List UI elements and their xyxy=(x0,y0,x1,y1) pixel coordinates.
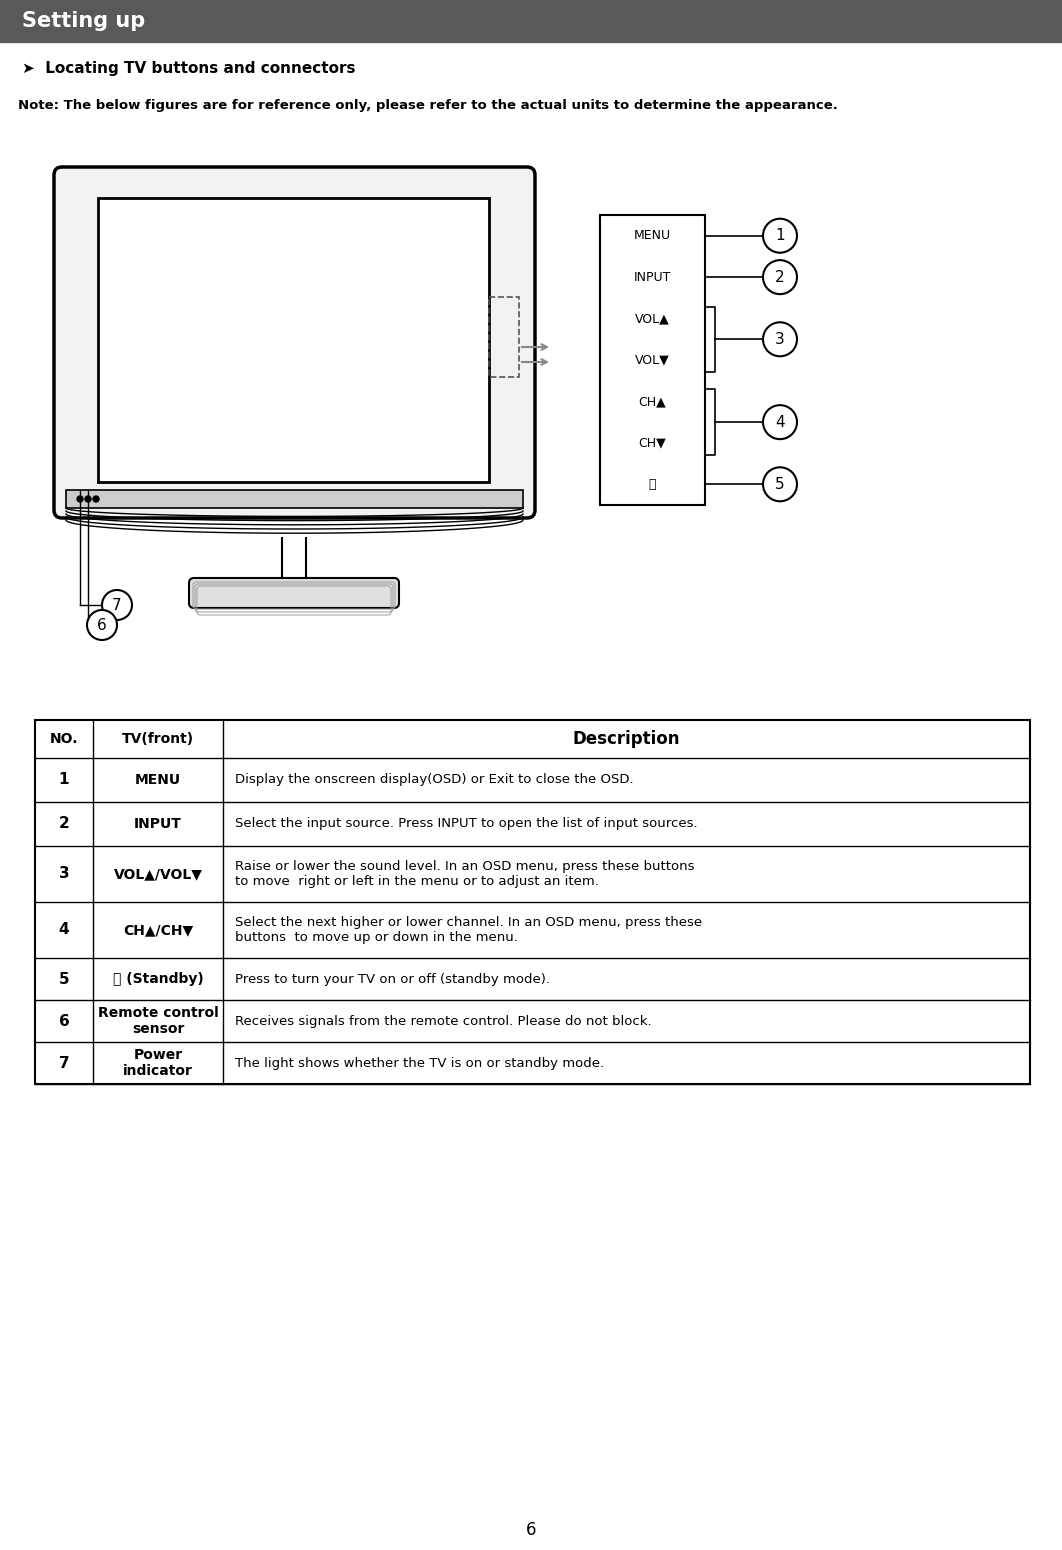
Text: INPUT: INPUT xyxy=(134,817,182,831)
Bar xyxy=(66,490,523,508)
Text: 4: 4 xyxy=(58,922,69,938)
Text: 3: 3 xyxy=(775,332,785,347)
Bar xyxy=(98,198,489,482)
Text: Select the next higher or lower channel. In an OSD menu, press these
buttons  to: Select the next higher or lower channel.… xyxy=(235,916,702,944)
Text: Note: The below figures are for reference only, please refer to the actual units: Note: The below figures are for referenc… xyxy=(18,99,838,112)
Circle shape xyxy=(763,467,796,501)
Text: Setting up: Setting up xyxy=(22,11,145,31)
Text: MENU: MENU xyxy=(634,229,671,242)
Bar xyxy=(35,721,1030,1083)
Text: INPUT: INPUT xyxy=(634,271,671,284)
Text: Remote control
sensor: Remote control sensor xyxy=(98,1006,219,1035)
Text: VOL▼: VOL▼ xyxy=(635,353,670,366)
Text: 1: 1 xyxy=(58,772,69,787)
Text: 3: 3 xyxy=(58,866,69,882)
FancyBboxPatch shape xyxy=(189,578,399,608)
Text: 6: 6 xyxy=(58,1014,69,1029)
FancyBboxPatch shape xyxy=(54,167,535,518)
Text: Raise or lower the sound level. In an OSD menu, press these buttons
to move  rig: Raise or lower the sound level. In an OS… xyxy=(235,860,695,888)
Circle shape xyxy=(87,611,117,640)
Text: ⏻ (Standby): ⏻ (Standby) xyxy=(113,972,204,986)
Text: ➤  Locating TV buttons and connectors: ➤ Locating TV buttons and connectors xyxy=(22,60,356,76)
Text: 7: 7 xyxy=(113,597,122,612)
Circle shape xyxy=(763,322,796,356)
Text: Select the input source. Press INPUT to open the list of input sources.: Select the input source. Press INPUT to … xyxy=(235,817,698,831)
Text: The light shows whether the TV is on or standby mode.: The light shows whether the TV is on or … xyxy=(235,1057,604,1070)
Circle shape xyxy=(78,496,83,502)
Bar xyxy=(600,215,705,505)
Text: CH▲/CH▼: CH▲/CH▼ xyxy=(123,922,193,938)
Text: 5: 5 xyxy=(775,477,785,491)
Circle shape xyxy=(85,496,91,502)
Text: 7: 7 xyxy=(58,1056,69,1071)
Circle shape xyxy=(763,260,796,294)
Text: Power
indicator: Power indicator xyxy=(123,1048,193,1079)
Text: NO.: NO. xyxy=(50,732,79,746)
Text: 6: 6 xyxy=(526,1521,536,1539)
Text: 4: 4 xyxy=(775,415,785,429)
Text: 5: 5 xyxy=(58,972,69,986)
Circle shape xyxy=(102,591,132,620)
Circle shape xyxy=(93,496,99,502)
Text: CH▼: CH▼ xyxy=(638,437,666,450)
Text: Receives signals from the remote control. Please do not block.: Receives signals from the remote control… xyxy=(235,1015,652,1028)
Text: 6: 6 xyxy=(97,617,107,632)
Text: Display the onscreen display(OSD) or Exit to close the OSD.: Display the onscreen display(OSD) or Exi… xyxy=(235,773,634,786)
Text: 2: 2 xyxy=(58,817,69,831)
Text: VOL▲/VOL▼: VOL▲/VOL▼ xyxy=(114,866,203,880)
Circle shape xyxy=(763,405,796,439)
Circle shape xyxy=(763,219,796,253)
Text: TV(front): TV(front) xyxy=(122,732,194,746)
Text: ⏻: ⏻ xyxy=(649,477,656,491)
Text: VOL▲: VOL▲ xyxy=(635,312,670,326)
Text: Description: Description xyxy=(572,730,681,749)
Bar xyxy=(489,298,519,377)
Bar xyxy=(0,0,1062,42)
Text: CH▲: CH▲ xyxy=(638,395,666,408)
Text: 1: 1 xyxy=(775,228,785,243)
Text: Press to turn your TV on or off (standby mode).: Press to turn your TV on or off (standby… xyxy=(235,972,550,986)
Text: MENU: MENU xyxy=(135,773,181,787)
Text: 2: 2 xyxy=(775,270,785,285)
